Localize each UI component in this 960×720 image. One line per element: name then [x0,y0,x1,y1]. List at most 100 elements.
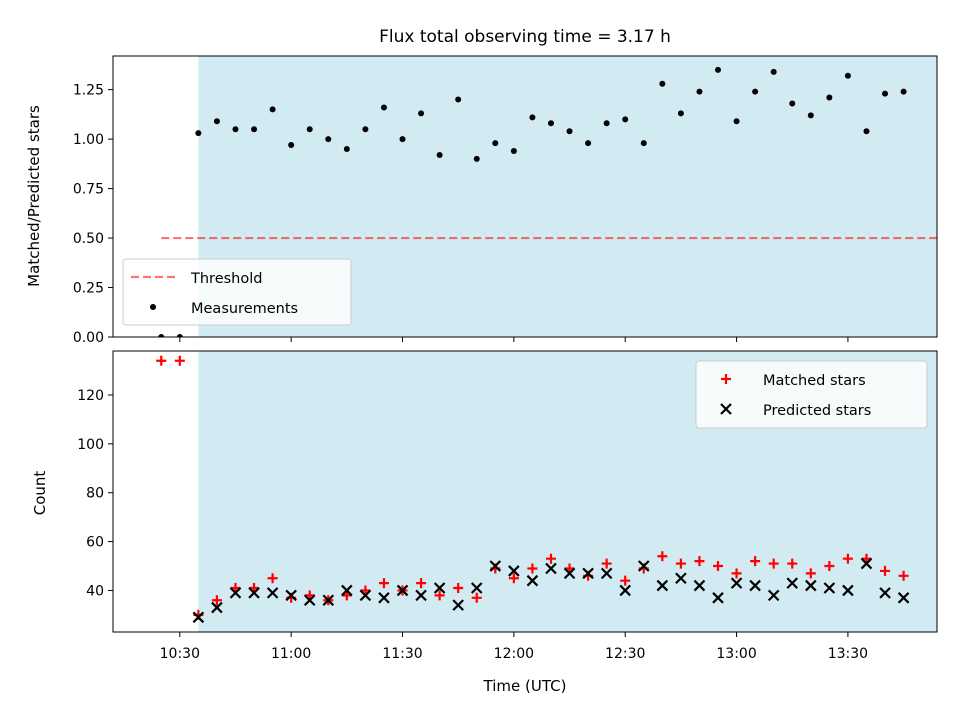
bottom-series-0-point-31 [731,568,742,579]
bottom-series-1-point-18 [526,574,539,587]
top-y-tick-label-0: 0.00 [73,330,104,346]
top-series-0-point-1 [176,334,183,337]
x-tick-label-1: 11:00 [271,646,311,662]
top-series-0-point-10 [343,146,350,153]
top-series-0-point-24 [603,120,610,127]
bottom-series-1-point-21 [582,567,594,580]
x-tick-label-0: 10:30 [160,646,200,662]
top-data-points [158,66,907,337]
bottom-series-0-point-16 [453,583,464,594]
top-y-tick-label-1: 0.25 [73,281,104,297]
top-series-0-point-7 [288,142,295,149]
bottom-series-0-point-33 [768,558,779,569]
bottom-series-1-point-0 [192,611,205,624]
top-series-0-point-23 [585,140,592,147]
bottom-series-1-point-31 [767,589,780,602]
top-series-0-point-16 [455,96,462,103]
bottom-plot-frame [112,350,938,633]
bottom-series-0-point-12 [378,578,389,589]
bottom-series-1-point-29 [730,577,743,589]
bottom-series-0-point-24 [601,558,612,569]
bottom-series-1-point-30 [749,579,761,592]
bottom-series-1-point-8 [341,584,353,597]
bottom-series-1-point-20 [563,567,576,580]
top-series-0-point-12 [380,104,387,111]
bottom-series-1-point-27 [693,579,706,592]
legend-threshold-label: Threshold [190,271,262,287]
bottom-series-0-point-30 [713,561,724,572]
bottom-series-1-point-4 [266,587,279,599]
bottom-series-0-point-0 [156,355,167,366]
top-series-0-point-0 [158,334,165,337]
chart-title: Flux total observing time = 3.17 h [379,27,671,47]
top-series-0-point-18 [492,140,499,147]
bottom-series-1-point-25 [656,579,669,592]
top-series-0-point-22 [566,128,573,135]
x-tick-label-5: 13:00 [716,646,756,662]
top-legend: Threshold Measurements [122,258,352,326]
bottom-series-0-point-34 [787,558,798,569]
top-series-0-point-39 [882,90,889,97]
top-y-axis-label: Matched/Predicted stars [25,105,43,287]
bottom-series-0-point-15 [434,590,445,601]
bottom-series-0-point-21 [545,553,556,564]
top-series-0-point-11 [362,126,369,133]
bottom-series-1-point-36 [860,557,873,570]
legend-box [695,360,928,429]
top-series-0-point-13 [399,136,406,143]
bottom-y-axis-label: Count [31,471,49,516]
bottom-series-1-point-16 [489,560,502,572]
bottom-series-1-point-13 [433,582,446,594]
bottom-series-0-point-20 [527,563,538,574]
bottom-series-0-point-25 [620,575,631,586]
legend-measurements-swatch [150,304,156,310]
legend-series-0-label: Matched stars [763,373,866,389]
bottom-series-0-point-27 [657,551,668,562]
top-series-0-point-26 [640,140,647,147]
legend-measurements-label: Measurements [191,301,298,317]
top-series-0-point-5 [251,126,258,133]
top-series-0-point-6 [269,106,276,113]
top-series-0-point-20 [529,114,536,121]
top-series-0-point-25 [622,116,629,123]
top-series-0-point-19 [510,147,517,154]
x-tick-label-4: 12:30 [605,646,645,662]
bottom-series-0-point-6 [267,573,278,584]
bottom-series-1-point-35 [842,584,854,597]
top-series-0-point-3 [213,118,220,125]
top-series-0-point-31 [733,118,740,125]
top-series-0-point-34 [789,100,796,107]
bottom-series-1-point-2 [229,587,242,599]
legend-series-1-swatch [720,403,732,415]
bottom-series-0-point-19 [508,573,519,584]
bottom-series-1-point-32 [786,577,799,589]
bottom-series-0-point-17 [471,592,482,603]
bottom-series-1-point-12 [415,589,427,602]
top-series-0-point-28 [677,110,684,117]
bottom-series-0-point-3 [211,595,222,606]
bottom-series-0-point-28 [675,558,686,569]
bottom-series-1-point-15 [470,582,483,594]
top-series-0-point-40 [900,88,907,95]
bottom-series-1-point-10 [378,592,390,604]
bottom-series-1-point-19 [545,562,557,575]
top-series-0-point-4 [232,126,239,133]
legend-series-0-swatch [721,374,731,384]
bottom-y-tick-label-0: 40 [86,583,104,599]
top-series-0-point-21 [547,120,554,127]
top-series-0-point-30 [715,66,722,73]
legend-series-1-label: Predicted stars [763,403,871,419]
top-y-tick-label-5: 1.25 [73,83,104,99]
count-panel: 40 60 80 100 120 10:30 11:00 11:30 12:00 12:30 13:… [77,350,938,662]
top-series-0-point-9 [325,136,332,143]
top-series-0-point-37 [844,72,851,79]
top-plot-frame [112,55,938,338]
bottom-series-0-point-36 [824,561,835,572]
x-tick-label-2: 11:30 [382,646,422,662]
top-series-0-point-17 [473,155,480,162]
bottom-series-0-point-29 [694,556,705,567]
bottom-series-1-point-37 [879,587,891,599]
bottom-series-1-point-5 [285,589,297,602]
bottom-series-0-point-14 [416,578,427,589]
x-tick-label-3: 12:00 [494,646,534,662]
